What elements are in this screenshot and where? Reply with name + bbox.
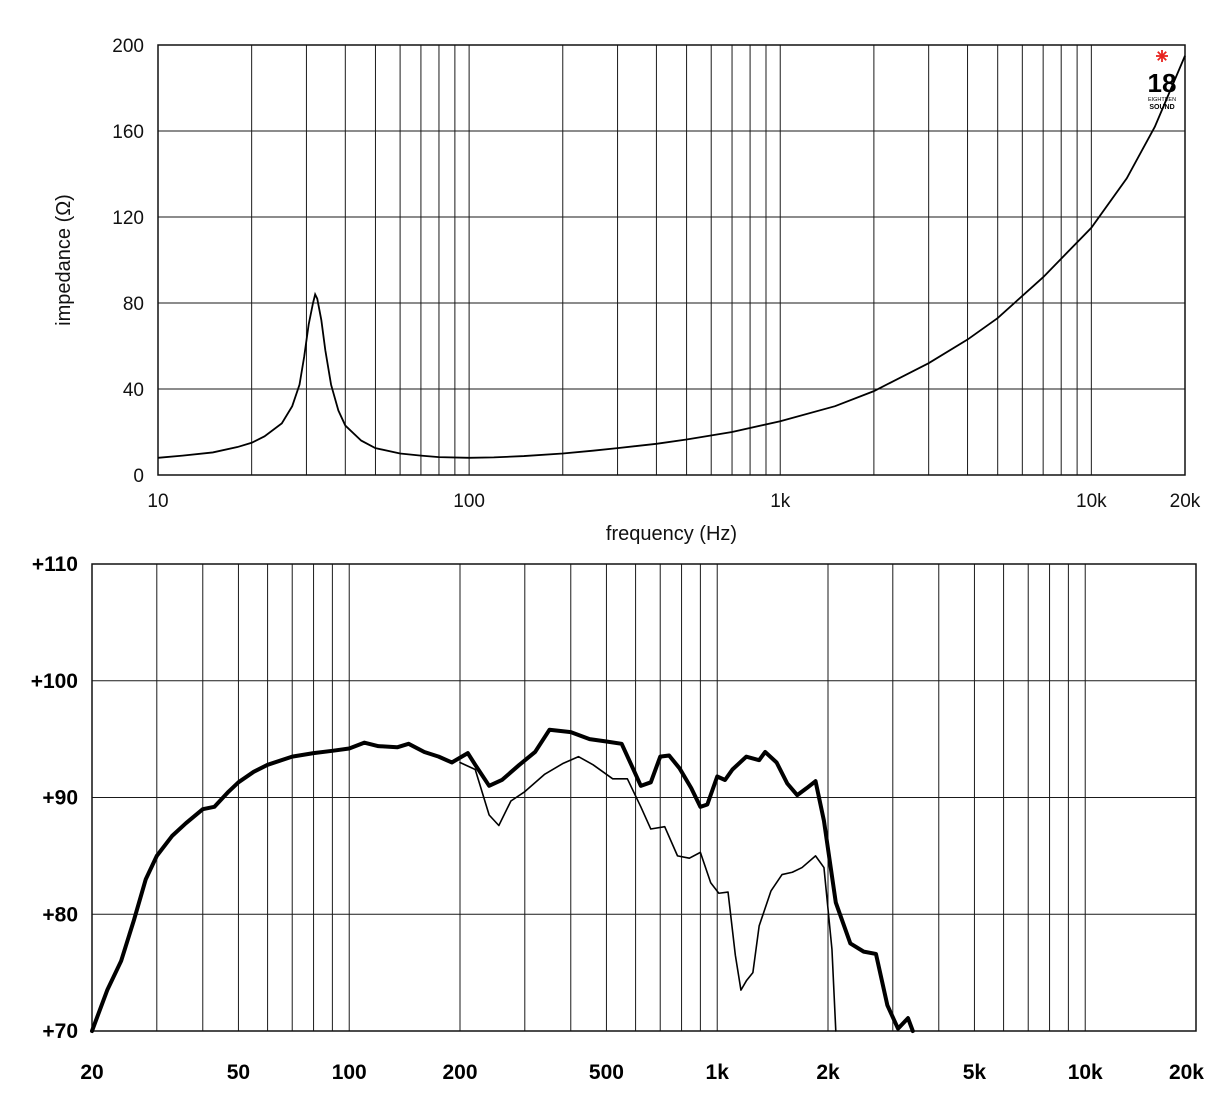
spl-x-tick-label: 100 bbox=[332, 1061, 367, 1084]
spl-x-tick-label: 20k bbox=[1169, 1061, 1204, 1084]
spl-x-tick-label: 200 bbox=[442, 1061, 477, 1084]
spl-x-tick-label: 20 bbox=[80, 1061, 103, 1084]
impedance-x-tick-label: 10 bbox=[147, 491, 168, 512]
impedance-curve bbox=[157, 55, 1186, 459]
spl-curves bbox=[90, 727, 915, 1033]
spl-grid bbox=[91, 563, 1197, 1032]
impedance-x-axis-title: frequency (Hz) bbox=[606, 523, 737, 545]
impedance-x-tick-label: 20k bbox=[1170, 491, 1201, 512]
spl-chart: 20 50 100 200 500 1k 2k 5k 10k 20k +70+80+90+100+… bbox=[31, 553, 1205, 1084]
spl-x-tick-label: 5k bbox=[963, 1061, 987, 1084]
spl-x-tick-labels: 20 50 100 200 500 1k 2k 5k 10k 20k bbox=[80, 1061, 1204, 1084]
star-ray bbox=[1157, 51, 1167, 61]
spl-x-tick-label: 2k bbox=[816, 1061, 840, 1084]
eighteen-sound-logo: 18 EIGHTEEN SOUND bbox=[1148, 50, 1177, 111]
impedance-y-tick-label: 0 bbox=[133, 466, 144, 487]
spl-x-tick-label: 1k bbox=[706, 1061, 730, 1084]
impedance-x-tick-label: 1k bbox=[770, 491, 791, 512]
spl-plot-frame bbox=[91, 563, 1197, 1032]
logo-number: 18 bbox=[1148, 68, 1177, 98]
logo-brand-line-1: EIGHTEEN bbox=[1148, 97, 1176, 103]
impedance-x-tick-label: 100 bbox=[453, 491, 485, 512]
spl-y-tick-labels: +70 +80 +90 +100 +110 bbox=[31, 553, 78, 1043]
spl-y-tick-label: +70 bbox=[42, 1020, 78, 1043]
spl-y-tick-label: +80 bbox=[42, 903, 78, 926]
logo-brand-line-2: SOUND bbox=[1149, 104, 1174, 111]
impedance-y-tick-label: 120 bbox=[112, 208, 144, 229]
impedance-x-tick-label: 10k bbox=[1076, 491, 1107, 512]
impedance-y-tick-labels: 0 40 80 120 160 200 bbox=[112, 36, 144, 487]
spl-curve-thick bbox=[90, 727, 915, 1033]
impedance-y-tick-label: 160 bbox=[112, 122, 144, 143]
impedance-grid bbox=[157, 44, 1186, 476]
spl-curve-thin bbox=[459, 755, 837, 1032]
impedance-y-axis-title: impedance (Ω) bbox=[53, 194, 75, 326]
spl-x-tick-label: 50 bbox=[227, 1061, 250, 1084]
impedance-plot-frame bbox=[157, 44, 1186, 476]
spl-y-tick-label: +110 bbox=[32, 553, 78, 576]
impedance-y-tick-label: 200 bbox=[112, 36, 144, 57]
impedance-y-tick-label: 40 bbox=[123, 380, 144, 401]
impedance-chart: 10 100 1k 10k 20k 0 40 80 120 160 200 frequency (… bbox=[53, 36, 1201, 545]
impedance-y-tick-label: 80 bbox=[123, 294, 144, 315]
spl-x-tick-label: 500 bbox=[589, 1061, 624, 1084]
red-star-icon bbox=[1156, 50, 1168, 62]
spl-y-tick-label: +100 bbox=[31, 670, 78, 693]
spl-y-tick-label: +90 bbox=[42, 787, 78, 810]
impedance-x-tick-labels: 10 100 1k 10k 20k bbox=[147, 491, 1200, 512]
spl-x-tick-label: 10k bbox=[1068, 1061, 1103, 1084]
